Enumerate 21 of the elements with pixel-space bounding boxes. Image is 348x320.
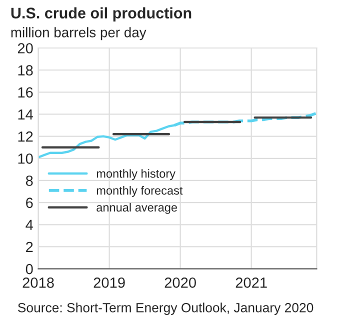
x-tick-label: 2021 <box>236 278 267 288</box>
y-tick-label: 8 <box>26 176 33 186</box>
y-tick-label: 0 <box>26 264 33 274</box>
y-tick-label: 2 <box>26 242 33 252</box>
y-tick-label: 4 <box>26 220 33 230</box>
y-tick-label: 16 <box>18 87 33 98</box>
chart-title: U.S. crude oil production <box>11 7 192 22</box>
source-note: Source: Short-Term Energy Outlook, January 2020 <box>18 302 314 315</box>
y-tick-label: 6 <box>26 198 33 208</box>
legend-label: annual average <box>96 202 177 214</box>
y-tick-label: 20 <box>18 43 33 54</box>
y-tick-label: 12 <box>18 131 33 142</box>
y-tick-label: 18 <box>18 65 33 76</box>
legend-label: monthly forecast <box>96 186 183 198</box>
y-tick-label: 10 <box>18 154 33 164</box>
legend-label: monthly history <box>96 169 176 180</box>
x-tick-label: 2018 <box>22 278 54 288</box>
chart-subtitle: million barrels per day <box>11 27 146 40</box>
x-tick-label: 2019 <box>94 278 125 288</box>
y-tick-label: 14 <box>18 109 33 120</box>
x-tick-label: 2020 <box>164 278 196 288</box>
